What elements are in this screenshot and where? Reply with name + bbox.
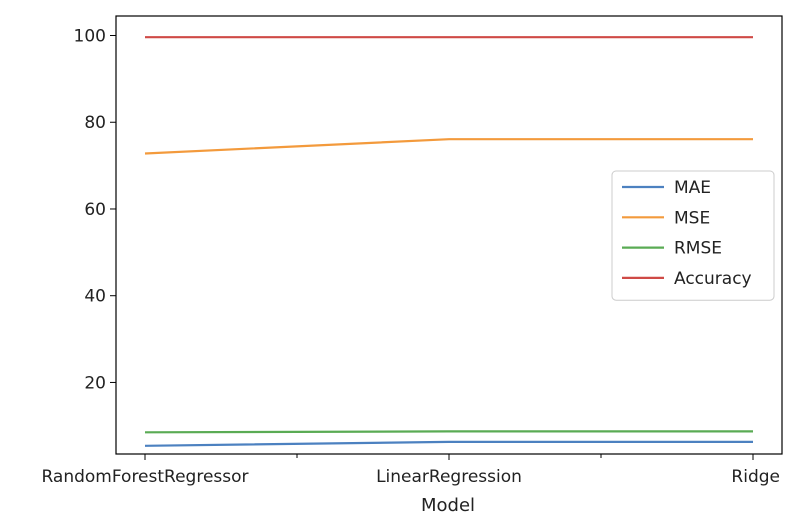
series-line-mae (144, 440, 753, 447)
series-line-rmse (144, 430, 753, 434)
legend-label-accuracy: Accuracy (674, 269, 752, 289)
series-line-mse (144, 138, 753, 155)
legend-box (611, 170, 775, 301)
y-tick-label: 80 (84, 113, 106, 133)
axes: 20 40 60 80 100 RandomForestRegressor LinearRe… (41, 15, 783, 487)
legend-label-rmse: RMSE (674, 239, 722, 259)
y-tick-label: 40 (84, 287, 106, 307)
y-tick-label: 100 (74, 27, 106, 47)
legend-label-mae: MAE (674, 178, 711, 198)
x-tick-label: Ridge (731, 467, 780, 487)
x-tick-label: LinearRegression (376, 467, 522, 487)
x-axis-title: Model (421, 495, 475, 516)
y-tick-label: 60 (84, 200, 106, 220)
legend: MAE MSE RMSE Accuracy (611, 170, 775, 301)
y-tick-label: 20 (84, 373, 106, 393)
plot-area (144, 36, 753, 447)
legend-label-mse: MSE (674, 208, 710, 228)
x-tick-label: RandomForestRegressor (41, 467, 248, 487)
